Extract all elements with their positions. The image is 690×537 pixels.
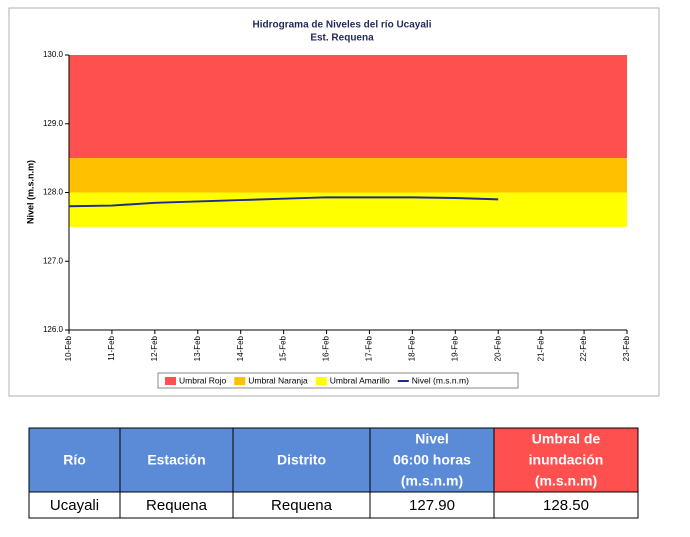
cell-text: Requena xyxy=(271,497,333,514)
legend-label: Umbral Amarillo xyxy=(330,375,390,385)
header-text: inundación xyxy=(529,452,604,468)
level-line xyxy=(68,196,499,208)
table-cell xyxy=(28,491,121,519)
header-cell xyxy=(493,427,639,493)
x-tick-label: 18-Feb xyxy=(407,335,416,361)
x-tick-label: 14-Feb xyxy=(236,335,245,361)
header-text: Río xyxy=(63,452,86,468)
legend: Umbral Rojo Umbral Naranja Umbral Amarillo… xyxy=(157,372,519,389)
cell-text: 127.90 xyxy=(409,497,455,514)
legend-swatch xyxy=(234,377,246,385)
x-tick-label: 21-Feb xyxy=(536,335,545,361)
x-tick-label: 22-Feb xyxy=(579,335,588,361)
legend-label: Umbral Rojo xyxy=(179,375,227,385)
table-cell xyxy=(232,491,371,519)
legend-swatch xyxy=(165,377,176,385)
threshold-band xyxy=(69,55,627,159)
cell-text: 128.50 xyxy=(543,497,589,514)
legend-swatch xyxy=(315,377,327,385)
cell-text: Requena xyxy=(146,497,208,514)
header-cell xyxy=(28,427,121,493)
x-tick-label: 20-Feb xyxy=(493,335,502,361)
cell-text: Ucayali xyxy=(50,497,99,514)
legend-label: Umbral Naranja xyxy=(248,375,308,385)
y-tick-label: 126.0 xyxy=(43,325,64,334)
chart-title: Hidrograma de Niveles del río Ucayali xyxy=(253,20,432,31)
y-tick-label: 129.0 xyxy=(43,119,64,128)
header-cell xyxy=(232,427,371,493)
table-cell xyxy=(493,491,639,519)
header-text: Nivel xyxy=(415,431,448,447)
x-tick-label: 23-Feb xyxy=(622,335,631,361)
header-cell xyxy=(119,427,234,493)
x-tick-label: 10-Feb xyxy=(64,335,73,361)
table-cell xyxy=(369,491,495,519)
x-tick-label: 11-Feb xyxy=(107,335,116,360)
legend-frame xyxy=(157,372,519,389)
chart-subtitle: Est. Requena xyxy=(310,33,374,44)
x-tick-label: 15-Feb xyxy=(279,335,288,361)
header-text: Umbral de xyxy=(532,431,601,447)
header-text: (m.s.n.m) xyxy=(401,473,463,489)
x-tick-label: 17-Feb xyxy=(365,335,374,361)
header-text: Estación xyxy=(147,452,205,468)
y-tick-label: 127.0 xyxy=(43,256,64,265)
x-tick-label: 16-Feb xyxy=(322,335,331,361)
x-tick-label: 19-Feb xyxy=(450,335,459,361)
y-tick-label: 128.0 xyxy=(43,188,64,197)
header-text: Distrito xyxy=(277,452,326,468)
x-tick-label: 12-Feb xyxy=(150,335,159,361)
header-text: (m.s.n.m) xyxy=(535,473,597,489)
threshold-band xyxy=(69,158,627,193)
y-tick-label: 130.0 xyxy=(43,50,64,59)
y-axis-label: Nivel (m.s.n.m) xyxy=(25,160,35,224)
x-tick-label: 13-Feb xyxy=(193,335,202,361)
table-cell xyxy=(119,491,234,519)
legend-label: Nivel (m.s.n.m) xyxy=(412,375,469,385)
header-text: 06:00 horas xyxy=(393,452,471,468)
